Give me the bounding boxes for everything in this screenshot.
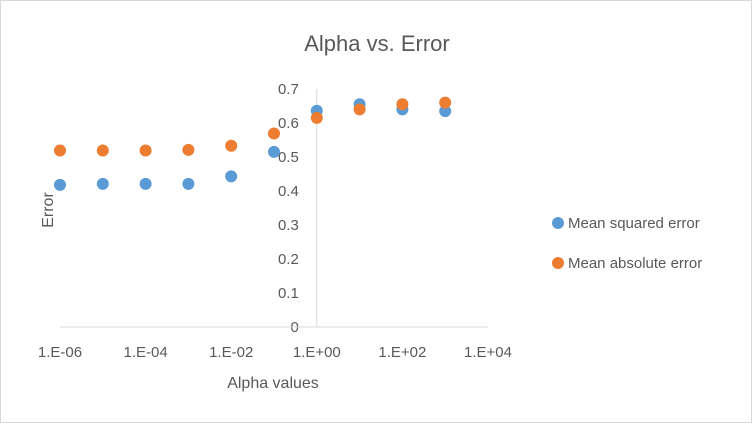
data-point-mse bbox=[439, 105, 452, 118]
y-tick-label: 0.5 bbox=[278, 149, 299, 166]
data-point-mae bbox=[225, 139, 238, 152]
data-point-mae bbox=[439, 96, 452, 109]
data-point-mae bbox=[310, 111, 323, 124]
y-tick-label: 0.7 bbox=[278, 81, 299, 98]
y-tick-label: 0.4 bbox=[278, 183, 299, 200]
y-tick-label: 0.2 bbox=[278, 251, 299, 268]
x-tick-label: 1.E+04 bbox=[464, 344, 512, 361]
x-axis-title: Alpha values bbox=[227, 375, 319, 392]
data-point-mae bbox=[139, 144, 152, 157]
legend-marker bbox=[552, 217, 564, 229]
data-point-mae bbox=[182, 143, 195, 156]
data-point-mse bbox=[182, 177, 195, 190]
y-tick-label: 0.1 bbox=[278, 285, 299, 302]
data-points bbox=[54, 96, 452, 191]
data-point-mse bbox=[268, 145, 280, 158]
y-axis-title: Error bbox=[40, 192, 57, 228]
x-tick-label: 1.E-02 bbox=[209, 344, 253, 361]
legend-marker bbox=[552, 257, 564, 269]
data-point-mae bbox=[96, 144, 109, 157]
x-tick-label: 1.E-06 bbox=[38, 344, 82, 361]
legend-label: Mean absolute error bbox=[568, 255, 702, 272]
legend-label: Mean squared error bbox=[568, 215, 700, 232]
data-point-mse bbox=[96, 177, 109, 190]
y-tick-label: 0.6 bbox=[278, 115, 299, 132]
data-point-mae bbox=[396, 98, 409, 111]
data-point-mae bbox=[353, 103, 366, 116]
data-point-mae bbox=[268, 127, 280, 140]
data-point-mse bbox=[54, 178, 66, 191]
x-tick-label: 1.E+00 bbox=[293, 344, 341, 361]
data-point-mse bbox=[225, 170, 238, 183]
y-tick-label: 0.3 bbox=[278, 217, 299, 234]
legend: Mean squared error Mean absolute error bbox=[552, 215, 702, 272]
x-tick-label: 1.E+02 bbox=[378, 344, 426, 361]
chart-title: Alpha vs. Error bbox=[304, 31, 450, 56]
data-point-mae bbox=[54, 144, 66, 157]
x-axis: 1.E-06 1.E-04 1.E-02 1.E+00 1.E+02 1.E+04 bbox=[38, 326, 512, 361]
data-point-mse bbox=[139, 177, 152, 190]
x-tick-label: 1.E-04 bbox=[123, 344, 167, 361]
